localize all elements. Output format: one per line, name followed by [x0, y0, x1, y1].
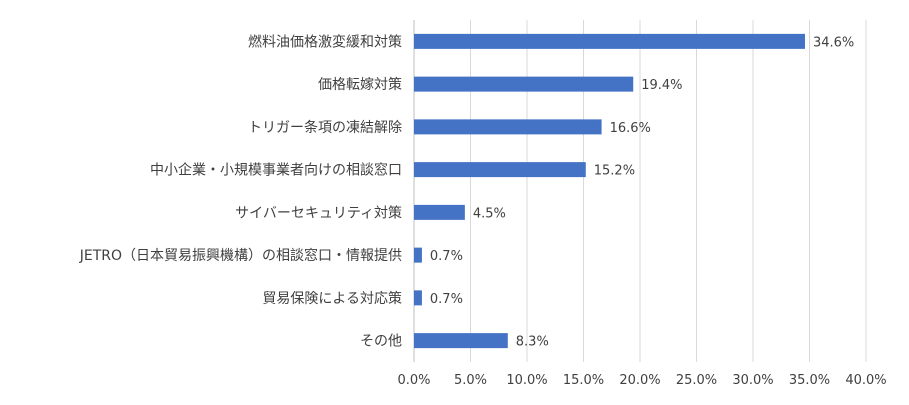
bar: [414, 119, 602, 135]
x-tick-label: 5.0%: [454, 373, 487, 388]
data-label: 8.3%: [516, 335, 549, 350]
x-tick-label: 30.0%: [732, 373, 773, 388]
data-label: 34.6%: [813, 35, 854, 50]
data-label: 16.6%: [610, 121, 651, 136]
x-tick-labels: 0.0% 5.0% 10.0% 15.0% 20.0% 25.0% 30.0% 35.0% 40…: [397, 373, 886, 388]
bar: [414, 290, 422, 306]
bar: [414, 204, 465, 220]
category-label: 貿易保険による対応策: [262, 290, 402, 307]
category-label: 中小企業・小規模事業者向けの相談窓口: [150, 162, 402, 179]
data-label: 0.7%: [430, 292, 463, 307]
x-tick-label: 35.0%: [789, 373, 830, 388]
x-tick-label: 25.0%: [676, 373, 717, 388]
x-tick-label: 40.0%: [845, 373, 886, 388]
gridlines: [413, 20, 867, 362]
data-label: 19.4%: [641, 78, 682, 93]
data-labels: 34.6% 19.4% 16.6% 15.2% 4.5% 0.7% 0.7% 8.3%: [430, 35, 854, 349]
x-tick-label: 20.0%: [619, 373, 660, 388]
category-label: その他: [360, 334, 402, 350]
category-labels: 燃料油価格激変緩和対策価格転嫁対策トリガー条項の凍結解除中小企業・小規模事業者向…: [79, 33, 402, 349]
category-label: 価格転嫁対策: [318, 76, 402, 93]
data-label: 0.7%: [430, 249, 463, 264]
x-tick-label: 10.0%: [506, 373, 547, 388]
bar: [414, 162, 586, 178]
x-tick-label: 0.0%: [397, 373, 430, 388]
x-tick-label: 15.0%: [563, 373, 604, 388]
category-label: トリガー条項の凍結解除: [248, 119, 402, 136]
category-label: サイバーセキュリティ対策: [235, 204, 402, 221]
bar: [414, 33, 805, 49]
bar: [414, 76, 634, 92]
category-label: 燃料油価格激変緩和対策: [248, 33, 402, 50]
data-label: 4.5%: [473, 206, 506, 221]
category-label: JETRO（日本貿易振興機構）の相談窓口・情報提供: [79, 247, 402, 264]
data-label: 15.2%: [594, 164, 635, 179]
bar: [414, 247, 422, 263]
bars: [414, 33, 805, 349]
bar: [414, 333, 508, 349]
